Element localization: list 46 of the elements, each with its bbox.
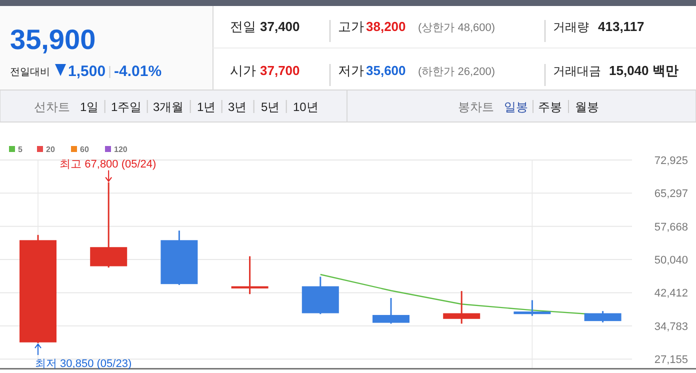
text: 거래량 [553, 20, 589, 34]
text: 3년 [228, 100, 247, 114]
y-tick-label: 34,783 [654, 320, 688, 333]
y-tick-label: 27,155 [654, 354, 688, 366]
y-tick-label: 65,297 [654, 188, 688, 200]
text: 35,600 [366, 63, 406, 78]
y-tick-label: 50,040 [654, 254, 688, 267]
text: 월봉 [575, 100, 599, 114]
text: 37,700 [260, 63, 300, 78]
text: 일봉 [504, 100, 528, 114]
text: 5년 [261, 100, 280, 114]
text: 413,117 [598, 19, 644, 34]
text: (상한가 48,600) [418, 22, 496, 34]
text: 선차트 [34, 100, 70, 114]
y-tick-label: 57,668 [654, 221, 688, 234]
legend-label: 120 [114, 145, 128, 154]
text: 1주일 [111, 100, 142, 114]
text: 37,400 [260, 19, 300, 34]
text: 15,040 백만 [609, 63, 678, 78]
text: 38,200 [366, 19, 406, 34]
y-tick-label: 42,412 [654, 288, 688, 300]
text: -4.01% [114, 63, 162, 80]
annotation: 최고 67,800 (05/24) [60, 158, 156, 170]
legend-label: 60 [80, 145, 90, 154]
legend-label: 20 [46, 145, 56, 154]
y-tick-label: 72,925 [654, 155, 688, 167]
text: 전일 [230, 19, 256, 34]
text: 시가 [230, 63, 256, 78]
text: 1,500 [68, 63, 106, 80]
text: 1일 [80, 100, 99, 114]
candlestick [514, 299, 551, 317]
text: 3개월 [153, 100, 184, 114]
legend-label: 5 [18, 145, 23, 154]
text: 저가 [338, 63, 364, 78]
candlestick [443, 290, 480, 324]
text: 주봉 [538, 100, 562, 114]
text: 고가 [338, 19, 364, 34]
text: 1년 [197, 100, 216, 114]
text: 봉차트 [458, 100, 494, 114]
text: (하한가 26,200) [418, 66, 496, 78]
text: 35,900 [10, 24, 96, 55]
candlestick [231, 256, 268, 295]
text: 10년 [293, 100, 318, 114]
text: 거래대금 [553, 64, 601, 78]
annotation: 최저 30,850 (05/23) [35, 358, 132, 370]
text: 전일대비 [10, 67, 50, 78]
